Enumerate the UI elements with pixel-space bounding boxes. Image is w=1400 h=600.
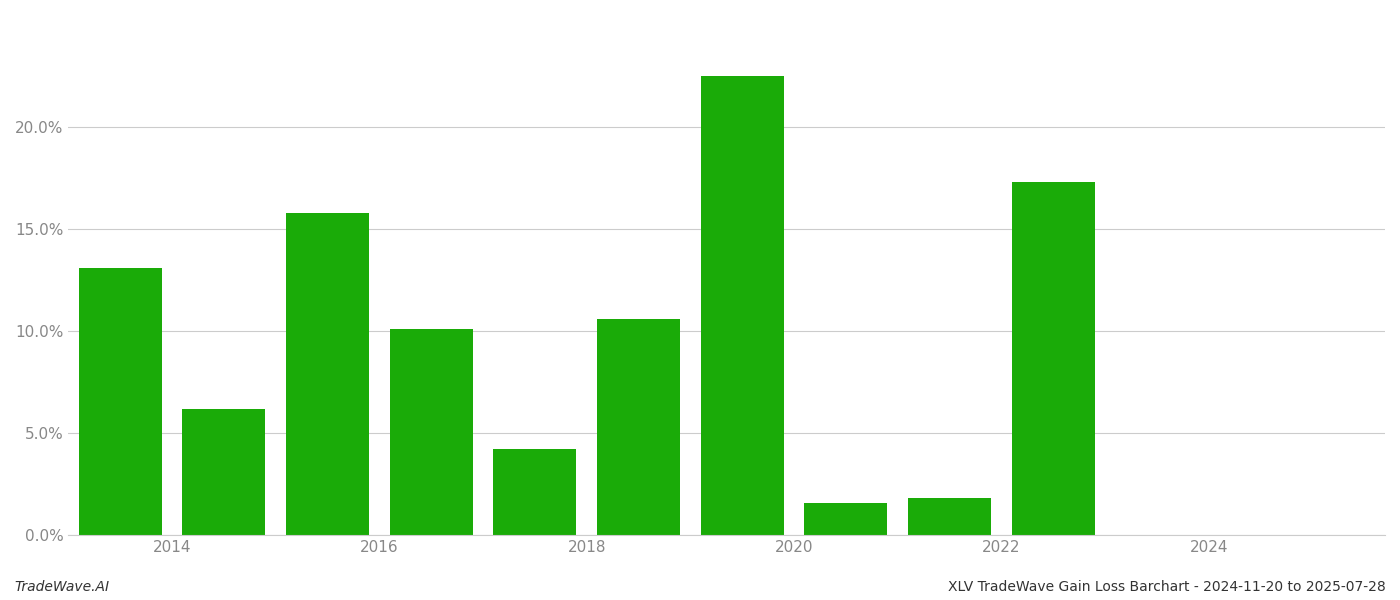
Bar — [78, 268, 161, 535]
Bar — [805, 503, 888, 535]
Bar — [909, 499, 991, 535]
Text: TradeWave.AI: TradeWave.AI — [14, 580, 109, 594]
Bar — [700, 76, 784, 535]
Bar — [493, 449, 577, 535]
Bar — [286, 213, 370, 535]
Bar — [389, 329, 473, 535]
Bar — [1012, 182, 1095, 535]
Bar — [182, 409, 265, 535]
Text: XLV TradeWave Gain Loss Barchart - 2024-11-20 to 2025-07-28: XLV TradeWave Gain Loss Barchart - 2024-… — [948, 580, 1386, 594]
Bar — [596, 319, 680, 535]
